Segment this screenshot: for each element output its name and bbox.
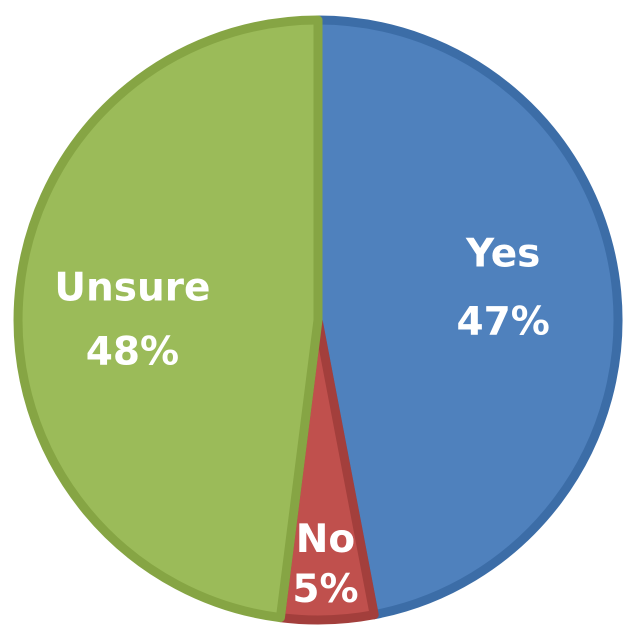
pie-value-no: 5% (292, 567, 358, 612)
pie-label-yes: Yes (465, 232, 540, 277)
pie-value-yes: 47% (457, 300, 550, 345)
pie-labels: Yes 47% No 5% Unsure 48% (54, 232, 550, 612)
pie-value-unsure: 48% (86, 329, 179, 374)
pie-label-unsure: Unsure (54, 265, 210, 310)
pie-slice-yes (313, 15, 623, 620)
pie-label-no: No (296, 517, 355, 562)
pie-slices (13, 15, 623, 625)
pie-slice-unsure (13, 15, 323, 623)
